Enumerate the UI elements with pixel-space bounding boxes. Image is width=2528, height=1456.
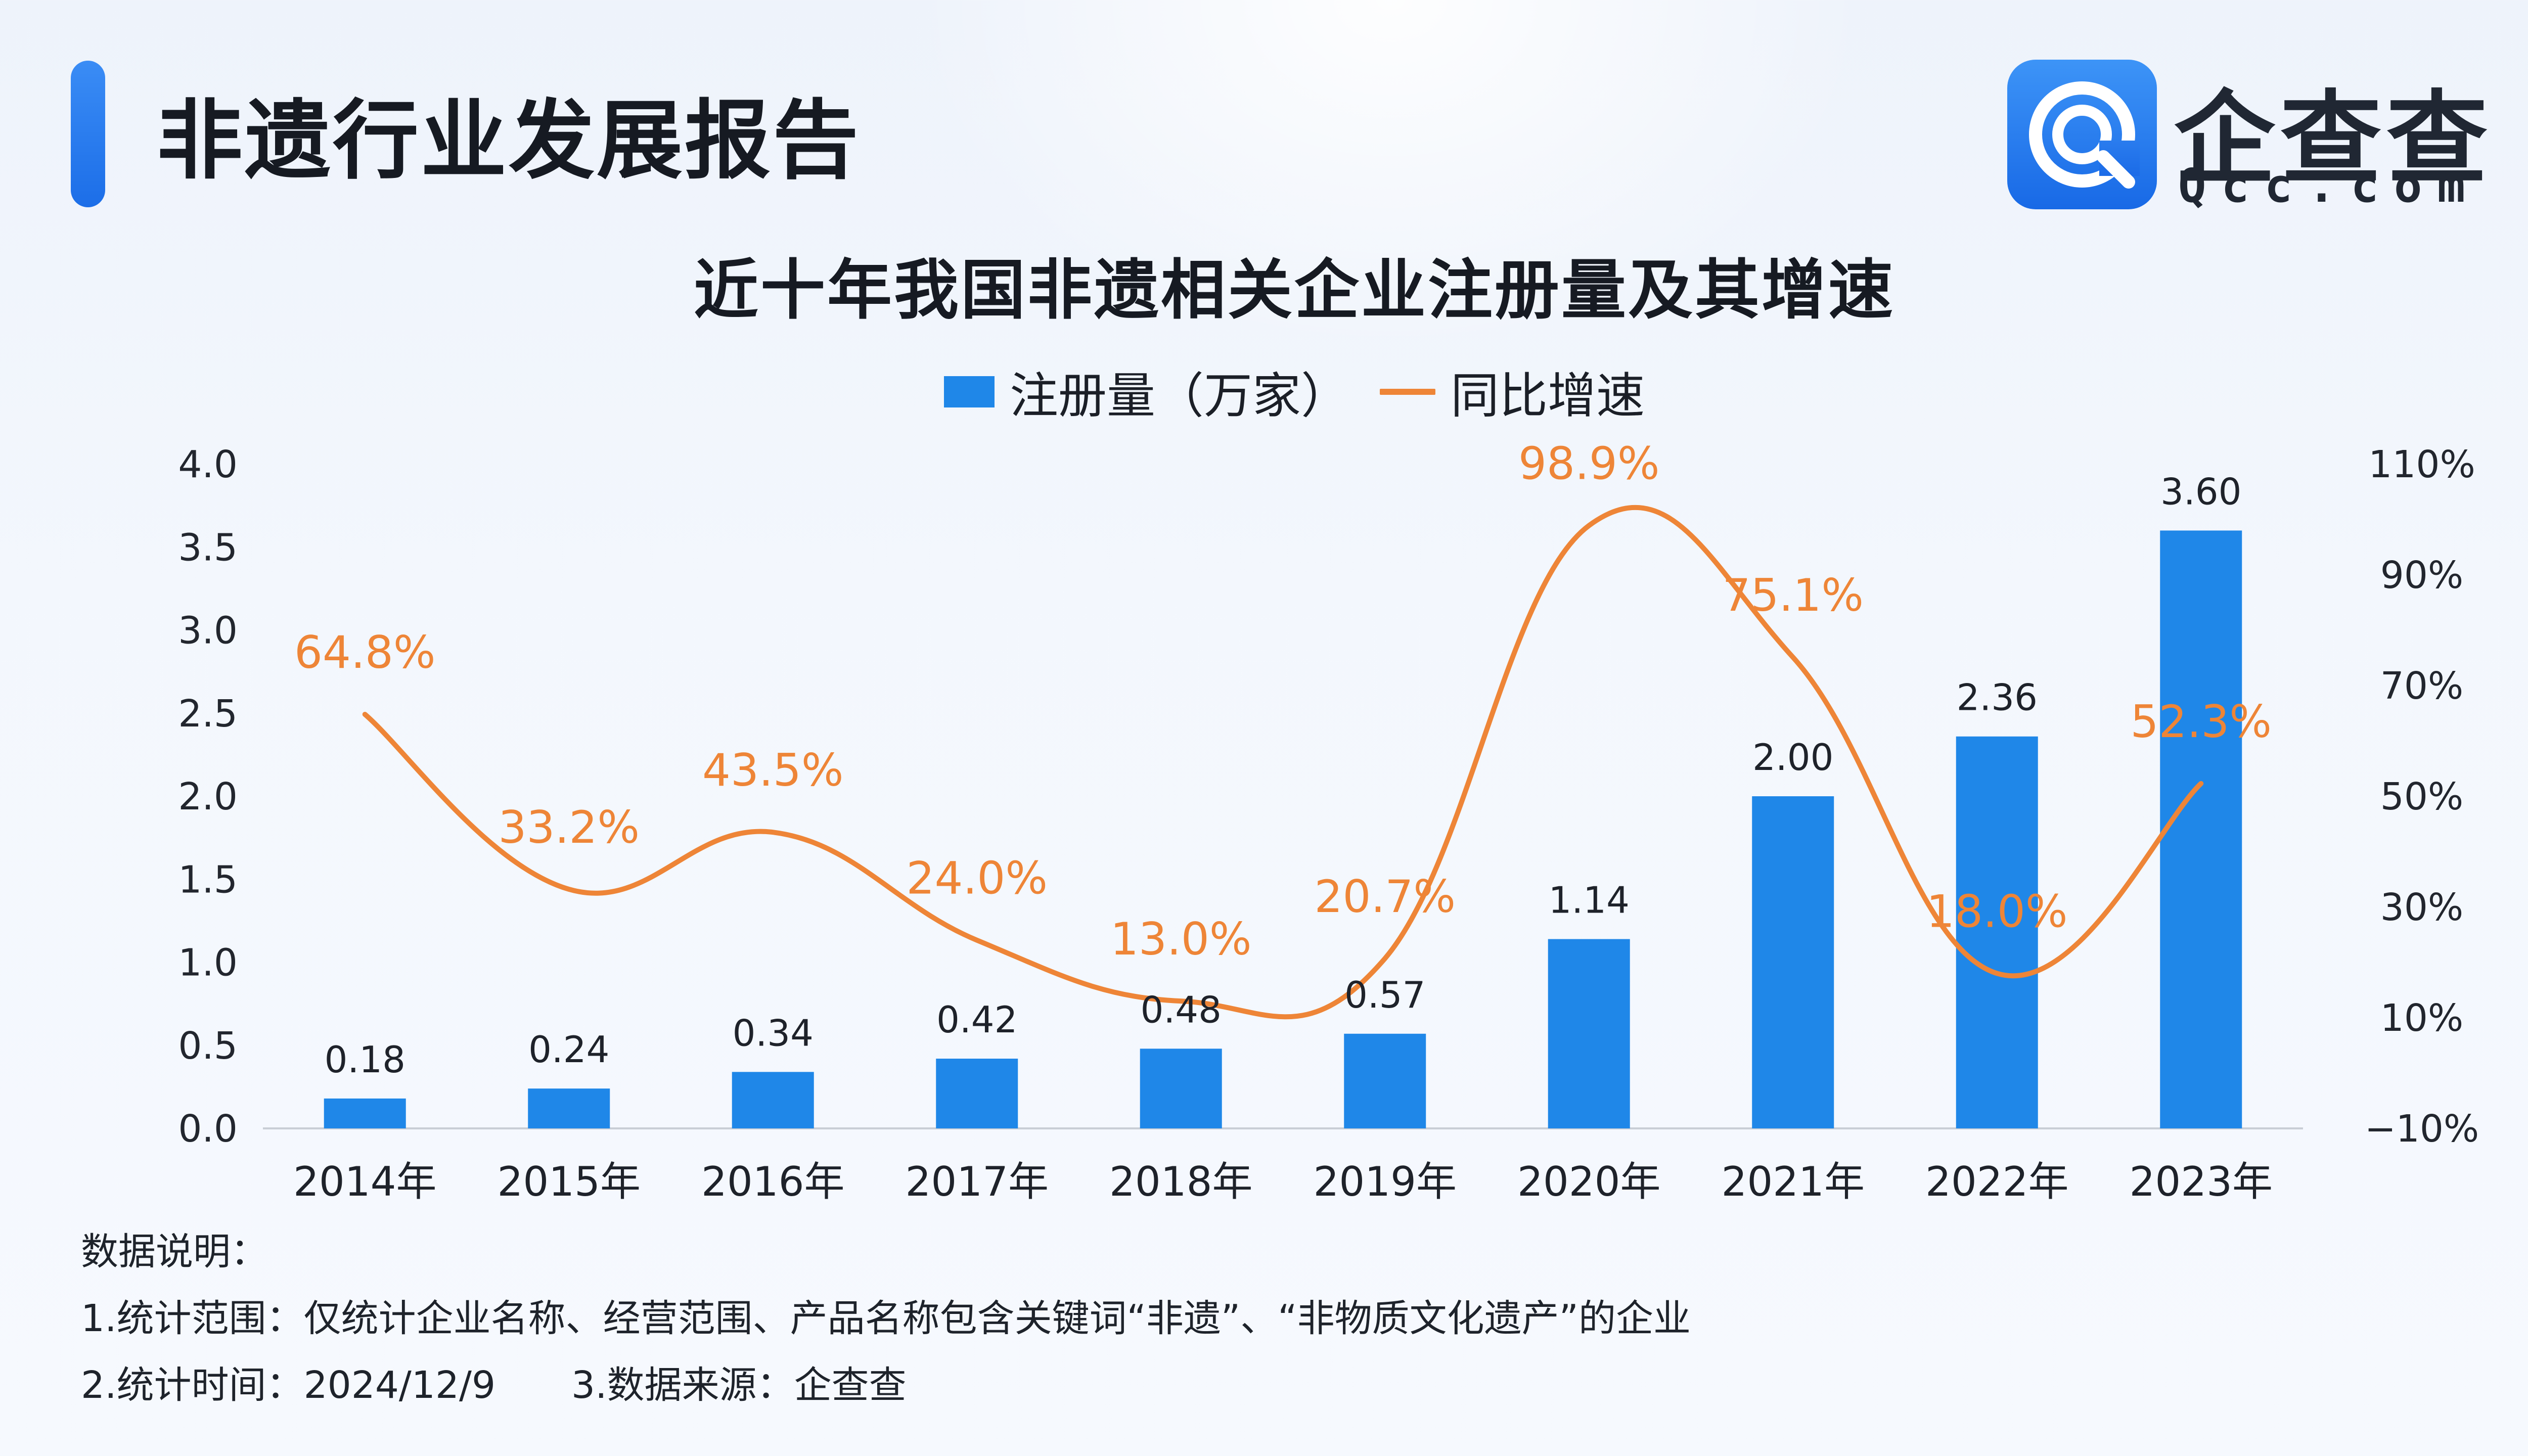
x-tick-label: 2022年 <box>1925 1158 2069 1205</box>
y-left-tick-label: 1.5 <box>178 858 238 901</box>
growth-value-label: 18.0% <box>1926 885 2068 937</box>
bar-value-label: 0.24 <box>528 1028 609 1071</box>
y-left-tick-label: 2.0 <box>178 775 238 818</box>
y-left-tick-label: 3.0 <box>178 609 238 653</box>
bar-registrations <box>936 1059 1018 1128</box>
bar-value-label: 0.57 <box>1344 974 1425 1016</box>
chart-title: 近十年我国非遗相关企业注册量及其增速 <box>693 253 1895 328</box>
x-tick-label: 2020年 <box>1517 1158 1661 1205</box>
x-tick-label: 2016年 <box>701 1158 845 1205</box>
logo-domain: Qcc.com <box>2178 159 2480 213</box>
growth-value-label: 24.0% <box>906 852 1048 904</box>
growth-value-label: 98.9% <box>1518 438 1660 490</box>
legend-label-registrations: 注册量（万家） <box>1010 368 1349 424</box>
x-tick-label: 2021年 <box>1721 1158 1865 1205</box>
y-left-tick-label: 0.5 <box>178 1024 238 1068</box>
y-left-tick-label: 3.5 <box>178 526 238 569</box>
x-tick-label: 2019年 <box>1313 1158 1457 1205</box>
x-tick-label: 2017年 <box>905 1158 1049 1205</box>
legend-item-registrations: 注册量（万家） <box>944 356 1349 427</box>
y-right-tick-label: 10% <box>2380 996 2463 1040</box>
growth-value-label: 13.0% <box>1110 913 1252 965</box>
bar-registrations <box>1140 1049 1222 1128</box>
growth-value-label: 52.3% <box>2130 696 2272 748</box>
notes-time-source: 2.统计时间：2024/12/9 3.数据来源：企查查 <box>81 1352 1691 1419</box>
x-tick-label: 2018年 <box>1109 1158 1253 1205</box>
x-tick-label: 2023年 <box>2129 1158 2273 1205</box>
bar-value-label: 2.36 <box>1957 676 2038 719</box>
notes-source: 3.数据来源：企查查 <box>571 1363 907 1407</box>
bar-registrations <box>732 1072 814 1128</box>
legend-bar-swatch <box>944 376 995 407</box>
growth-rate-line <box>362 505 2204 1020</box>
page-title: 非遗行业发展报告 <box>157 91 861 191</box>
bar-value-label: 0.34 <box>733 1012 814 1054</box>
y-right-tick-label: −10% <box>2365 1107 2479 1151</box>
legend-line-swatch <box>1380 388 1435 395</box>
qcc-logo: 企查查 Qcc.com <box>2007 60 2523 213</box>
bar-registrations <box>324 1098 406 1128</box>
data-notes: 数据说明： 1.统计范围：仅统计企业名称、经营范围、产品名称包含关键词“非遗”、… <box>81 1218 1691 1419</box>
bar-registrations <box>1548 939 1630 1128</box>
bar-value-label: 0.42 <box>936 998 1017 1041</box>
y-right-tick-label: 50% <box>2380 775 2463 818</box>
chart-legend: 注册量（万家） 同比增速 <box>0 356 2528 427</box>
legend-label-growth: 同比增速 <box>1451 368 1645 424</box>
bar-value-label: 1.14 <box>1549 879 1630 922</box>
y-right-tick-label: 70% <box>2380 664 2463 708</box>
y-right-tick-label: 110% <box>2368 443 2475 486</box>
y-right-tick-label: 30% <box>2380 886 2463 929</box>
bar-registrations <box>528 1088 610 1128</box>
logo-icon <box>2007 60 2157 209</box>
growth-value-label: 43.5% <box>702 744 844 796</box>
notes-scope: 1.统计范围：仅统计企业名称、经营范围、产品名称包含关键词“非遗”、“非物质文化… <box>81 1297 1691 1340</box>
x-tick-label: 2014年 <box>293 1158 437 1205</box>
notes-heading: 数据说明： <box>81 1230 268 1273</box>
header-accent-bar <box>71 61 105 207</box>
bar-registrations <box>2160 530 2242 1128</box>
y-left-tick-label: 2.5 <box>178 692 238 736</box>
y-left-tick-label: 0.0 <box>178 1107 238 1151</box>
y-left-tick-label: 1.0 <box>178 941 238 985</box>
bar-value-label: 2.00 <box>1752 736 1833 779</box>
x-tick-label: 2015年 <box>497 1158 641 1205</box>
y-right-tick-label: 90% <box>2380 554 2463 597</box>
logo-wordmark: 企查查 <box>2174 80 2493 198</box>
bar-value-label: 0.18 <box>325 1038 405 1081</box>
bar-value-label: 0.48 <box>1141 988 1222 1031</box>
growth-value-label: 20.7% <box>1314 871 1456 923</box>
notes-time: 2.统计时间：2024/12/9 <box>81 1363 496 1407</box>
bar-registrations <box>1344 1033 1426 1128</box>
bar-registrations <box>1752 796 1834 1128</box>
bar-value-label: 3.60 <box>2160 470 2241 513</box>
growth-value-label: 75.1% <box>1722 569 1864 621</box>
bar-registrations <box>1956 736 2038 1128</box>
y-left-tick-label: 4.0 <box>178 443 238 486</box>
growth-value-label: 33.2% <box>498 801 640 853</box>
growth-value-label: 64.8% <box>294 626 436 678</box>
legend-item-growth: 同比增速 <box>1380 356 1645 427</box>
